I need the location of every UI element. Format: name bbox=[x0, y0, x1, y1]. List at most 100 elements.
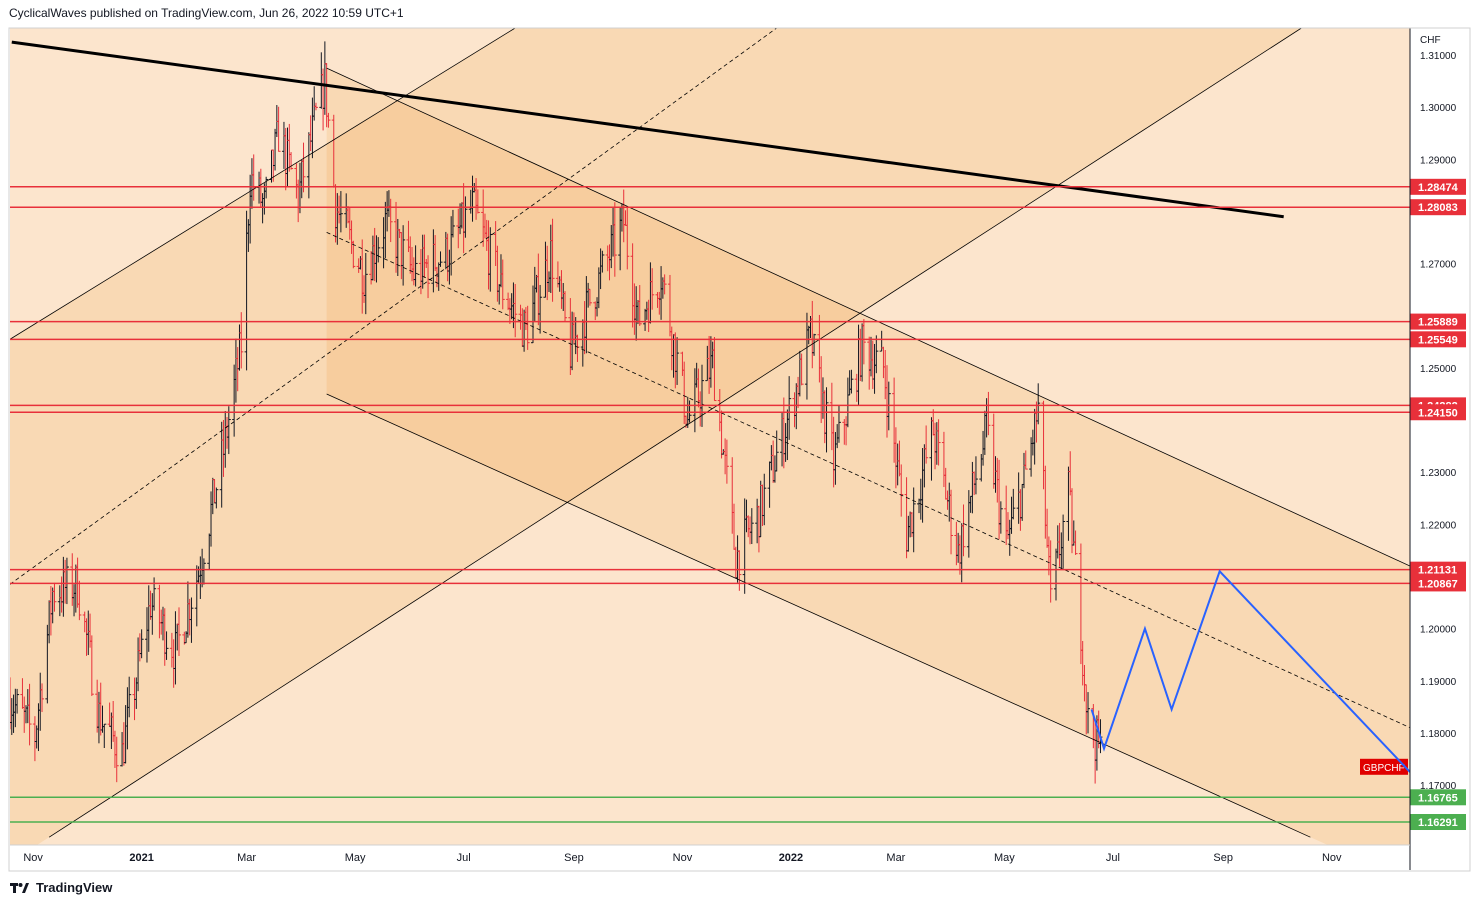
ohlc-bar bbox=[301, 142, 306, 193]
ohlc-bar bbox=[201, 558, 206, 585]
ohlc-bar bbox=[1023, 450, 1028, 470]
y-tick-label: 1.27000 bbox=[1420, 260, 1457, 271]
level-price-label: 1.24150 bbox=[1418, 407, 1458, 419]
level-price-label: 1.21131 bbox=[1418, 565, 1457, 577]
level-label-bg bbox=[1410, 789, 1466, 806]
ohlc-bar bbox=[924, 425, 929, 464]
level-price-label: 1.16291 bbox=[1418, 817, 1458, 829]
ohlc-bar bbox=[650, 268, 655, 310]
currency-label: CHF bbox=[1420, 35, 1441, 46]
ohlc-bar bbox=[413, 245, 418, 287]
x-tick-label: Jul bbox=[1106, 852, 1120, 864]
ohlc-bar bbox=[164, 631, 169, 660]
ohlc-bar bbox=[600, 250, 605, 273]
ohlc-bar bbox=[40, 683, 45, 713]
projection-zigzag bbox=[1090, 569, 1410, 773]
ohlc-bar bbox=[426, 255, 431, 299]
ohlc-bar bbox=[550, 218, 555, 302]
ohlc-bar bbox=[762, 473, 767, 526]
publisher-header: CyclicalWaves published on TradingView.c… bbox=[9, 6, 404, 20]
ohlc-bar bbox=[799, 353, 804, 386]
ohlc-bar bbox=[351, 240, 356, 269]
ohlc-bar bbox=[973, 456, 978, 495]
level-label-bg bbox=[1410, 178, 1466, 195]
ohlc-bar bbox=[264, 176, 269, 199]
ohlc-bar bbox=[1036, 383, 1041, 425]
ohlc-bar bbox=[15, 688, 20, 714]
footer: TradingView bbox=[10, 880, 112, 895]
ohlc-bar bbox=[961, 504, 966, 557]
x-tick-label: Nov bbox=[673, 852, 693, 864]
ohlc-bar bbox=[338, 191, 343, 233]
y-tick-label: 1.25000 bbox=[1420, 364, 1457, 375]
ohlc-bar bbox=[326, 112, 331, 128]
x-tick-label: 2021 bbox=[129, 852, 153, 864]
ohlc-bar bbox=[712, 336, 717, 402]
ohlc-bar bbox=[824, 387, 829, 453]
projection-path bbox=[1090, 569, 1410, 773]
major-resistance-line bbox=[11, 40, 1284, 219]
ohlc-bar bbox=[899, 464, 904, 517]
y-tick-label: 1.18000 bbox=[1420, 729, 1457, 740]
level-label-bg bbox=[1410, 404, 1466, 421]
ohlc-bar bbox=[911, 487, 916, 553]
ohlc-bar bbox=[189, 597, 194, 643]
level-label-bg bbox=[1410, 575, 1466, 592]
axes: CHF 1.31000 1.30000 1.29000 1.27000 1.25000 1.… bbox=[8, 27, 1471, 872]
x-tick-label: May bbox=[345, 852, 366, 864]
descending-channel-mid-line bbox=[326, 232, 1410, 729]
y-tick-label: 1.30000 bbox=[1420, 103, 1457, 114]
y-tick-label: 1.29000 bbox=[1420, 155, 1457, 166]
y-tick-label: 1.17000 bbox=[1420, 781, 1457, 792]
ohlc-bar bbox=[637, 285, 642, 326]
level-price-label: 1.25889 bbox=[1418, 317, 1458, 329]
ohlc-bar bbox=[1061, 514, 1066, 569]
x-tick-label: Jul bbox=[457, 852, 471, 864]
ohlc-bar bbox=[450, 209, 455, 238]
x-tick-label: Nov bbox=[1322, 852, 1342, 864]
ohlc-bar bbox=[998, 501, 1003, 534]
ohlc-bar bbox=[463, 196, 468, 238]
ohlc-bar bbox=[724, 439, 729, 484]
ohlc-bar bbox=[176, 607, 181, 656]
ohlc-bar bbox=[625, 207, 630, 270]
y-tick-label: 1.19000 bbox=[1420, 677, 1457, 688]
footer-brand: TradingView bbox=[36, 880, 113, 895]
ohlc-bar bbox=[52, 582, 57, 612]
ohlc-bar bbox=[276, 106, 281, 152]
ohlc-bar bbox=[774, 430, 779, 472]
horizontal-levels: 1.284741.280831.258891.255491.242821.241… bbox=[10, 178, 1466, 831]
ohlc-bar bbox=[64, 557, 69, 605]
chart-frame bbox=[8, 27, 1471, 872]
ohlc-bar bbox=[77, 580, 82, 621]
ohlc-bar bbox=[787, 376, 792, 440]
ohlc-bar bbox=[587, 288, 592, 306]
y-tick-label: 1.22000 bbox=[1420, 520, 1457, 531]
x-tick-label: Sep bbox=[1213, 852, 1233, 864]
symbol-tag-bg bbox=[1360, 758, 1408, 775]
ohlc-bar bbox=[289, 152, 294, 170]
level-price-label: 1.20867 bbox=[1418, 578, 1458, 590]
trendlines bbox=[10, 28, 1410, 838]
ascending-channel-bottom-line bbox=[48, 28, 1302, 838]
level-price-label: 1.28474 bbox=[1418, 182, 1459, 194]
ohlc-bar bbox=[662, 274, 667, 295]
x-tick-label: Mar bbox=[886, 852, 905, 864]
ohlc-bar bbox=[1011, 488, 1016, 520]
x-tick-label: Mar bbox=[237, 852, 256, 864]
tradingview-logo-icon bbox=[10, 882, 29, 893]
ohlc-bar bbox=[812, 333, 817, 356]
ohlc-bar bbox=[1086, 692, 1091, 734]
ohlc-bar bbox=[1048, 540, 1053, 603]
ascending-channel-mid-line bbox=[10, 28, 777, 585]
ohlc-bar bbox=[563, 291, 568, 322]
ohlc-bar bbox=[226, 406, 231, 455]
ohlc-bar bbox=[139, 629, 144, 659]
ohlc-bar bbox=[102, 723, 107, 749]
ohlc-bar bbox=[861, 319, 866, 365]
ohlc-bar bbox=[114, 736, 119, 783]
level-price-label: 1.16765 bbox=[1418, 792, 1458, 804]
ohlc-bar bbox=[89, 635, 94, 696]
level-label-bg bbox=[1410, 313, 1466, 330]
